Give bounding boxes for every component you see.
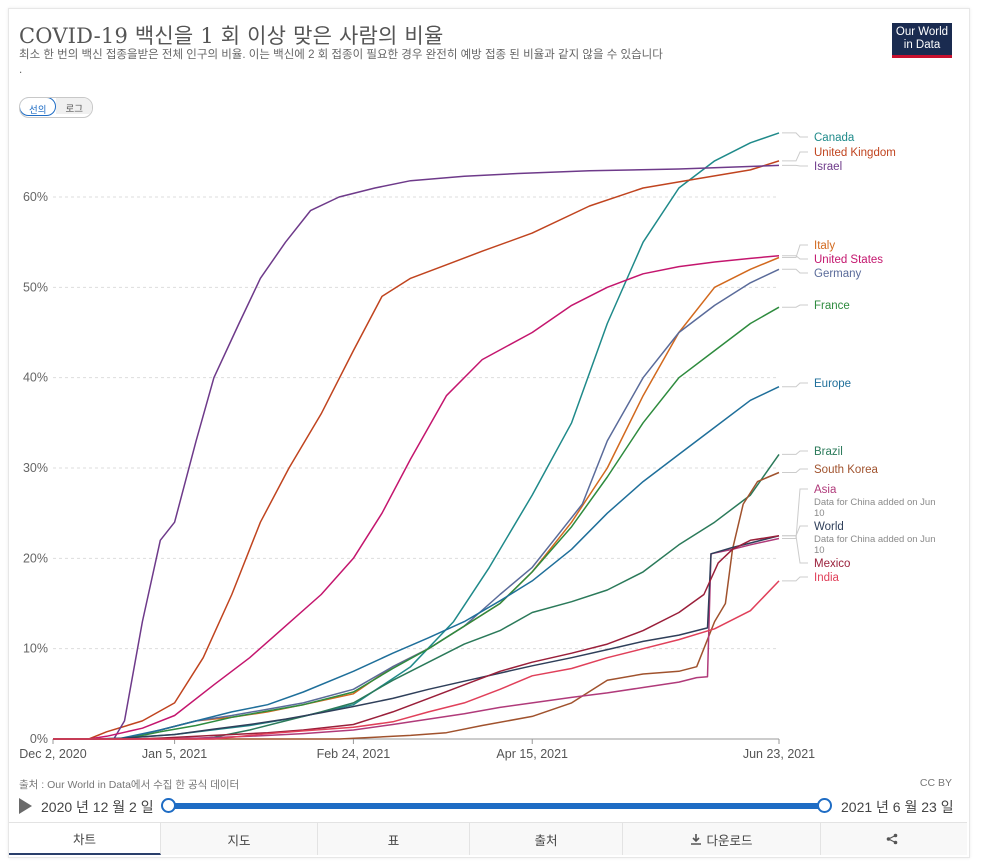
- series-note: 10: [814, 545, 825, 556]
- series-line-asia[interactable]: [53, 537, 780, 740]
- series-line-brazil[interactable]: [53, 453, 780, 740]
- y-tick-label: 40%: [23, 371, 48, 385]
- y-tick-label: 60%: [23, 190, 48, 204]
- label-leader-line: [782, 535, 808, 564]
- x-tick-label: Jun 23, 2021: [743, 747, 815, 761]
- x-tick-label: Jan 5, 2021: [142, 747, 207, 761]
- tab-sources[interactable]: 출처: [470, 823, 623, 855]
- series-note: Data for China added on Jun: [814, 534, 935, 545]
- series-line-world[interactable]: [53, 535, 780, 740]
- y-tick-label: 0%: [30, 732, 48, 746]
- series-label[interactable]: Italy: [814, 240, 835, 252]
- chart-subtitle: 최소 한 번의 백신 접종을받은 전체 인구의 비율. 이는 백신에 2 회 접…: [19, 48, 849, 78]
- series-label[interactable]: World: [814, 521, 844, 533]
- series-label[interactable]: Europe: [814, 378, 851, 390]
- tab-chart[interactable]: 차트: [9, 823, 161, 855]
- timeline-end-label: 2021 년 6 월 23 일: [841, 799, 954, 815]
- source-note: 출처 : Our World in Data에서 수집 한 공식 데이터: [19, 779, 240, 791]
- series-lines: [53, 132, 780, 740]
- play-icon[interactable]: [19, 798, 32, 814]
- series-line-united-states[interactable]: [53, 254, 780, 740]
- timeline: 2020 년 12 월 2 일 2021 년 6 월 23 일: [19, 795, 959, 817]
- series-line-india[interactable]: [53, 580, 780, 740]
- series-label[interactable]: United Kingdom: [814, 147, 896, 159]
- log-scale-button[interactable]: 로그: [56, 98, 92, 115]
- x-tick-label: Dec 2, 2020: [19, 747, 86, 761]
- label-leader-line: [782, 382, 808, 388]
- series-line-united-kingdom[interactable]: [53, 160, 780, 740]
- series-label[interactable]: Mexico: [814, 558, 850, 570]
- timeline-start-label: 2020 년 12 월 2 일: [41, 799, 154, 815]
- logo-line-2: in Data: [903, 39, 941, 51]
- chart-title: COVID-19 백신을 1 회 이상 맞은 사람의 비율: [19, 24, 444, 48]
- subtitle-text: 최소 한 번의 백신 접종을받은 전체 인구의 비율. 이는 백신에 2 회 접…: [19, 49, 663, 61]
- timeline-track[interactable]: [161, 798, 832, 813]
- series-label[interactable]: Israel: [814, 161, 842, 173]
- tab-bar: 차트 지도 표 출처 다운로드: [9, 822, 967, 855]
- series-line-france[interactable]: [53, 306, 780, 740]
- series-label[interactable]: United States: [814, 254, 883, 266]
- linear-scale-button[interactable]: 선의: [19, 98, 57, 116]
- series-note: Data for China added on Jun: [814, 497, 935, 508]
- timeline-start-handle[interactable]: [161, 798, 176, 813]
- subtitle-extra: .: [19, 64, 23, 76]
- owid-logo[interactable]: Our World in Data: [892, 23, 952, 58]
- tab-share[interactable]: [821, 823, 967, 855]
- series-line-italy[interactable]: [53, 256, 780, 740]
- license-link[interactable]: CC BY: [919, 777, 952, 789]
- series-label[interactable]: South Korea: [814, 464, 879, 476]
- line-chart: 0% 10% 20% 30% 40% 50% 60% Dec 2, 2020 Jan 5, 2…: [19, 132, 935, 761]
- download-label: 다운로드: [706, 833, 753, 848]
- chart-card: [8, 8, 970, 858]
- y-tick-label: 10%: [23, 642, 48, 656]
- y-axis: 0% 10% 20% 30% 40% 50% 60%: [23, 190, 48, 746]
- tab-table[interactable]: 표: [318, 823, 470, 855]
- label-leader-line: [782, 468, 808, 473]
- label-leader-line: [782, 255, 808, 260]
- label-leader-line: [782, 576, 808, 582]
- tab-map[interactable]: 지도: [161, 823, 318, 855]
- label-leader-line: [782, 268, 808, 274]
- x-tick-label: Feb 24, 2021: [317, 747, 391, 761]
- x-tick-label: Apr 15, 2021: [496, 747, 568, 761]
- label-leader-line: [782, 244, 808, 258]
- grid-lines: [53, 196, 779, 740]
- series-label[interactable]: Asia: [814, 484, 837, 496]
- series-label[interactable]: Germany: [814, 268, 862, 280]
- series-note: 10: [814, 508, 825, 519]
- label-leader-line: [782, 488, 808, 539]
- label-leader-line: [782, 151, 808, 162]
- series-line-israel[interactable]: [53, 164, 780, 740]
- y-tick-label: 20%: [23, 551, 48, 565]
- y-tick-label: 50%: [23, 280, 48, 294]
- series-line-canada[interactable]: [53, 132, 780, 740]
- share-icon: [886, 833, 898, 845]
- series-line-europe[interactable]: [53, 386, 780, 740]
- download-icon: [691, 834, 702, 845]
- timeline-end-handle[interactable]: [817, 798, 832, 813]
- y-tick-label: 30%: [23, 461, 48, 475]
- logo-line-1: Our World: [895, 26, 949, 38]
- scale-toggle: 선의 로그: [19, 97, 93, 118]
- label-leader-line: [782, 132, 808, 138]
- label-leader-line: [782, 450, 808, 455]
- label-leader-line: [782, 304, 808, 308]
- series-label[interactable]: France: [814, 300, 850, 312]
- series-line-south-korea[interactable]: [53, 471, 780, 740]
- series-label[interactable]: India: [814, 572, 840, 584]
- label-leader-line: [782, 164, 808, 167]
- series-line-mexico[interactable]: [53, 535, 780, 740]
- series-labels: Canada United Kingdom Israel Italy United St…: [782, 132, 935, 584]
- series-label[interactable]: Canada: [814, 132, 855, 144]
- label-leader-line: [782, 525, 808, 537]
- tab-download[interactable]: 다운로드: [623, 823, 821, 855]
- x-axis: Dec 2, 2020 Jan 5, 2021 Feb 24, 2021 Apr 15…: [19, 739, 815, 761]
- series-label[interactable]: Brazil: [814, 446, 843, 458]
